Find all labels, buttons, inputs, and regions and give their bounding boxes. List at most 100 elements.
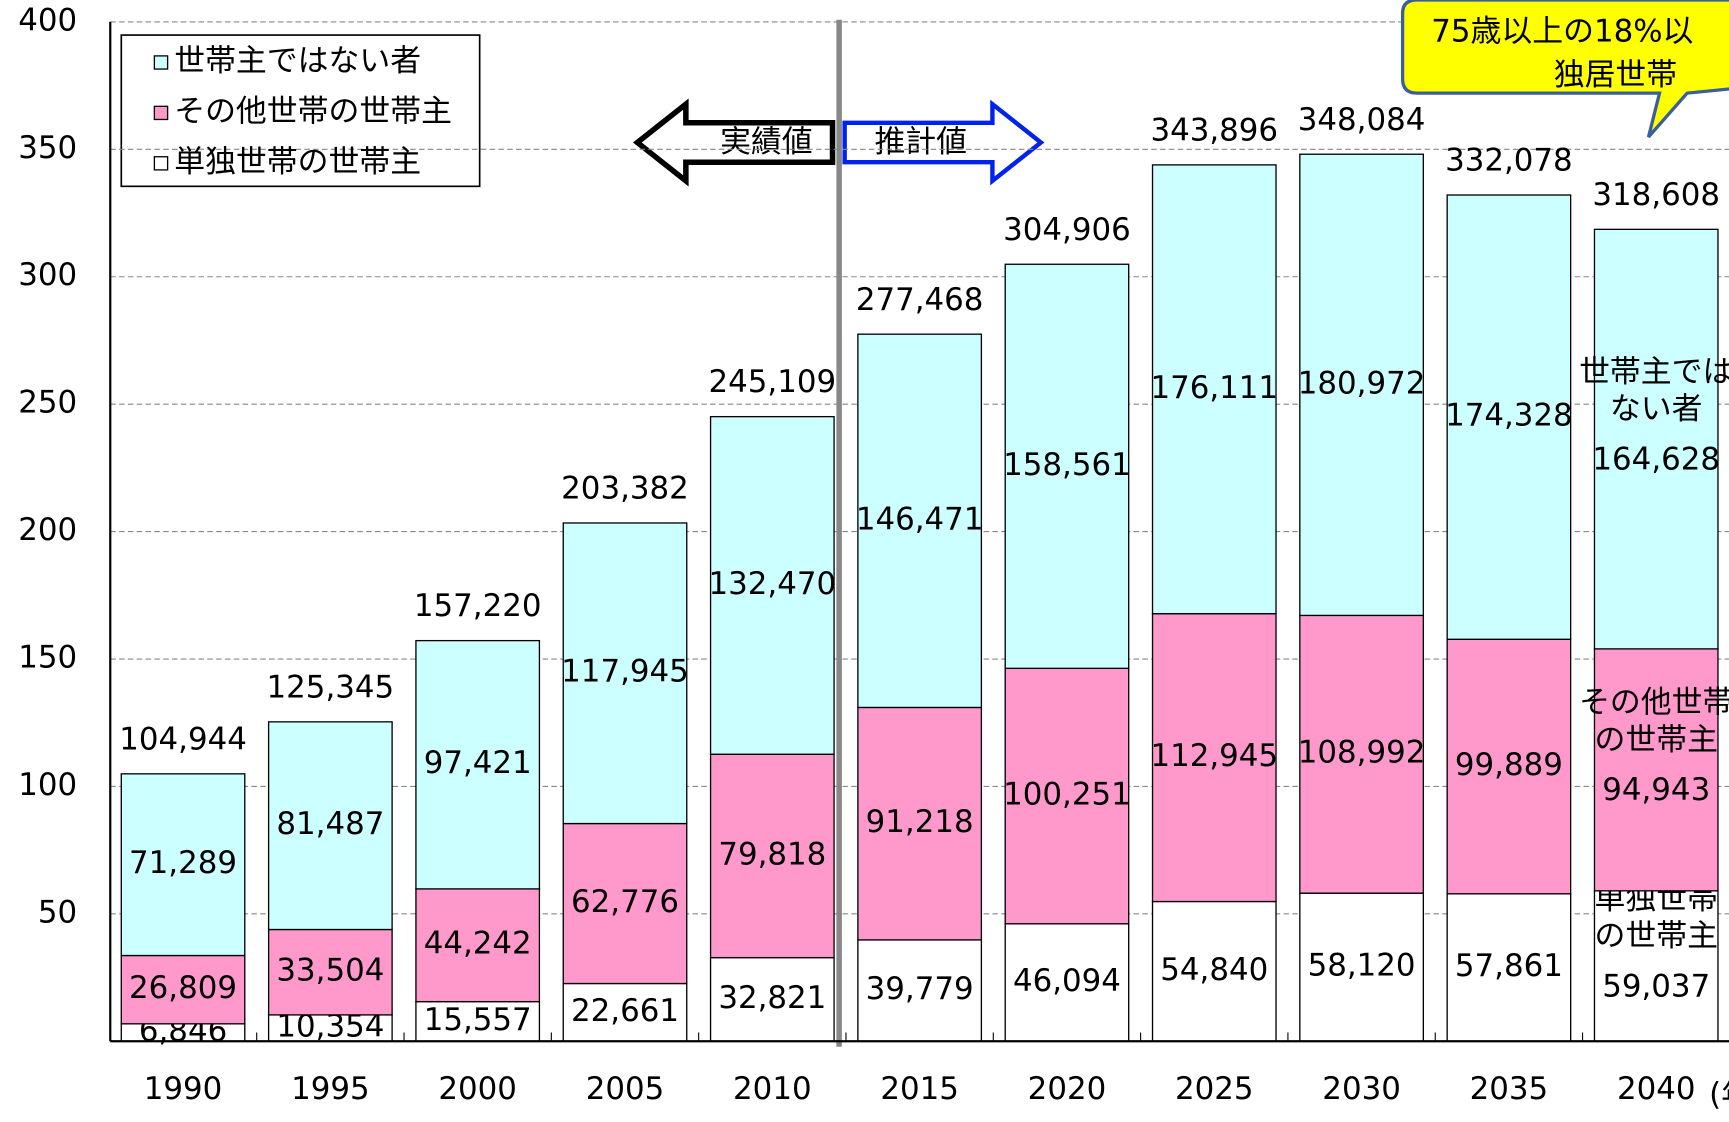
value-label: 32,821: [718, 980, 826, 1016]
bar-segment: [1151, 613, 1277, 903]
total-label: 348,084: [1298, 102, 1426, 138]
bar-segment: [1446, 194, 1572, 640]
inbar-name: の世帯主: [1595, 918, 1718, 954]
bar-segment: [562, 522, 688, 825]
legend-swatch: [153, 105, 169, 121]
legend-label: その他世帯の世帯主: [174, 93, 452, 129]
value-label: 164,628: [1592, 442, 1720, 478]
value-label: 54,840: [1160, 952, 1268, 988]
value-label: 108,992: [1298, 735, 1426, 771]
x-tick-label: 2005: [586, 1071, 665, 1107]
y-tick-label: 150: [18, 640, 77, 676]
x-tick-label: 2030: [1322, 1071, 1401, 1107]
value-label: 97,421: [424, 745, 532, 781]
total-label: 125,345: [267, 670, 395, 706]
value-label: 91,218: [866, 804, 974, 840]
legend-label: 単独世帯の世帯主: [174, 144, 421, 180]
total-label: 332,078: [1445, 143, 1573, 179]
total-label: 104,944: [119, 722, 247, 758]
x-tick-label: 2025: [1175, 1071, 1254, 1107]
bar-segment: [267, 721, 393, 931]
bar-segment: [709, 415, 835, 755]
value-label: 174,328: [1445, 398, 1573, 434]
value-label: 81,487: [276, 806, 384, 842]
value-label: 158,561: [1003, 447, 1131, 483]
bar-segment: [415, 639, 541, 890]
y-tick-label: 250: [18, 385, 77, 421]
bar-segment: [1446, 638, 1572, 895]
value-label: 132,470: [709, 566, 837, 602]
value-label: 146,471: [856, 501, 984, 537]
actual-label: 実績値: [720, 124, 813, 160]
x-tick-label: 2035: [1470, 1071, 1549, 1107]
value-label: 94,943: [1602, 772, 1710, 808]
bar-segment: [415, 888, 541, 1003]
value-label: 99,889: [1455, 747, 1563, 783]
value-label: 100,251: [1003, 777, 1131, 813]
inbar-name: その他世帯: [1579, 685, 1729, 721]
bar-segment: [267, 928, 393, 1016]
forecast-label: 推計値: [874, 124, 967, 160]
bar-segment: [709, 956, 835, 1042]
y-tick-label: 300: [18, 257, 77, 293]
total-label: 343,896: [1150, 113, 1278, 149]
x-tick-label: 2015: [880, 1071, 959, 1107]
total-label: 157,220: [414, 588, 542, 624]
value-label: 26,809: [129, 970, 237, 1006]
value-label: 44,242: [424, 926, 532, 962]
x-tick-label: 2040: [1617, 1071, 1696, 1107]
bar-segment: [857, 706, 983, 941]
x-axis-label: (年): [1709, 1077, 1729, 1113]
total-label: 277,468: [856, 282, 984, 318]
x-tick-label: 2020: [1028, 1071, 1107, 1107]
total-label: 304,906: [1003, 212, 1131, 248]
inbar-name: ない者: [1610, 391, 1703, 427]
forecast-arrow: [842, 99, 1045, 186]
value-label: 176,111: [1150, 370, 1278, 406]
y-tick-label: 100: [18, 767, 77, 803]
y-tick-label: 50: [38, 894, 77, 930]
x-tick-label: 1990: [144, 1071, 223, 1107]
bar-segment: [415, 1000, 541, 1042]
value-label: 22,661: [571, 993, 679, 1029]
bar-segment: [1004, 667, 1130, 925]
value-label: 79,818: [718, 836, 826, 872]
value-label: 39,779: [866, 971, 974, 1007]
bar-segment: [1299, 614, 1424, 894]
y-tick-label: 350: [18, 130, 77, 166]
total-label: 318,608: [1592, 177, 1720, 213]
y-tick-label: 400: [18, 2, 77, 38]
total-label: 203,382: [561, 471, 689, 507]
x-tick-label: 2010: [733, 1071, 812, 1107]
value-label: 33,504: [276, 953, 384, 989]
value-label: 57,861: [1455, 948, 1563, 984]
bar-segment: [1593, 228, 1719, 650]
total-label: 245,109: [709, 364, 837, 400]
y-tick-label: 200: [18, 512, 77, 548]
actual-arrow: [632, 98, 836, 187]
bar-segment: [120, 773, 246, 957]
value-label: 71,289: [129, 845, 237, 881]
value-label: 117,945: [561, 654, 689, 690]
value-label: 62,776: [571, 884, 679, 920]
legend-label: 世帯主ではない者: [174, 43, 421, 79]
x-tick-label: 2000: [438, 1071, 517, 1107]
legend: [120, 34, 481, 188]
bar-segment: [1151, 164, 1277, 615]
bar-segment: [1004, 923, 1130, 1042]
bar-segment: [857, 333, 983, 709]
bar-segment: [1004, 263, 1130, 669]
inbar-name: の世帯主: [1595, 722, 1718, 758]
callout-text: 独居世帯: [1554, 57, 1677, 93]
value-label: 58,120: [1308, 948, 1416, 984]
callout-text: 75歳以上の18%以: [1431, 13, 1693, 49]
legend-swatch: [153, 55, 169, 70]
bar-segment: [1299, 153, 1424, 617]
value-label: 46,094: [1013, 963, 1121, 999]
bar-segment: [120, 954, 246, 1025]
bar-segment: [1151, 900, 1277, 1042]
bar-segment: [267, 1014, 393, 1042]
bar-segment: [709, 753, 835, 959]
value-label: 112,945: [1150, 738, 1278, 774]
